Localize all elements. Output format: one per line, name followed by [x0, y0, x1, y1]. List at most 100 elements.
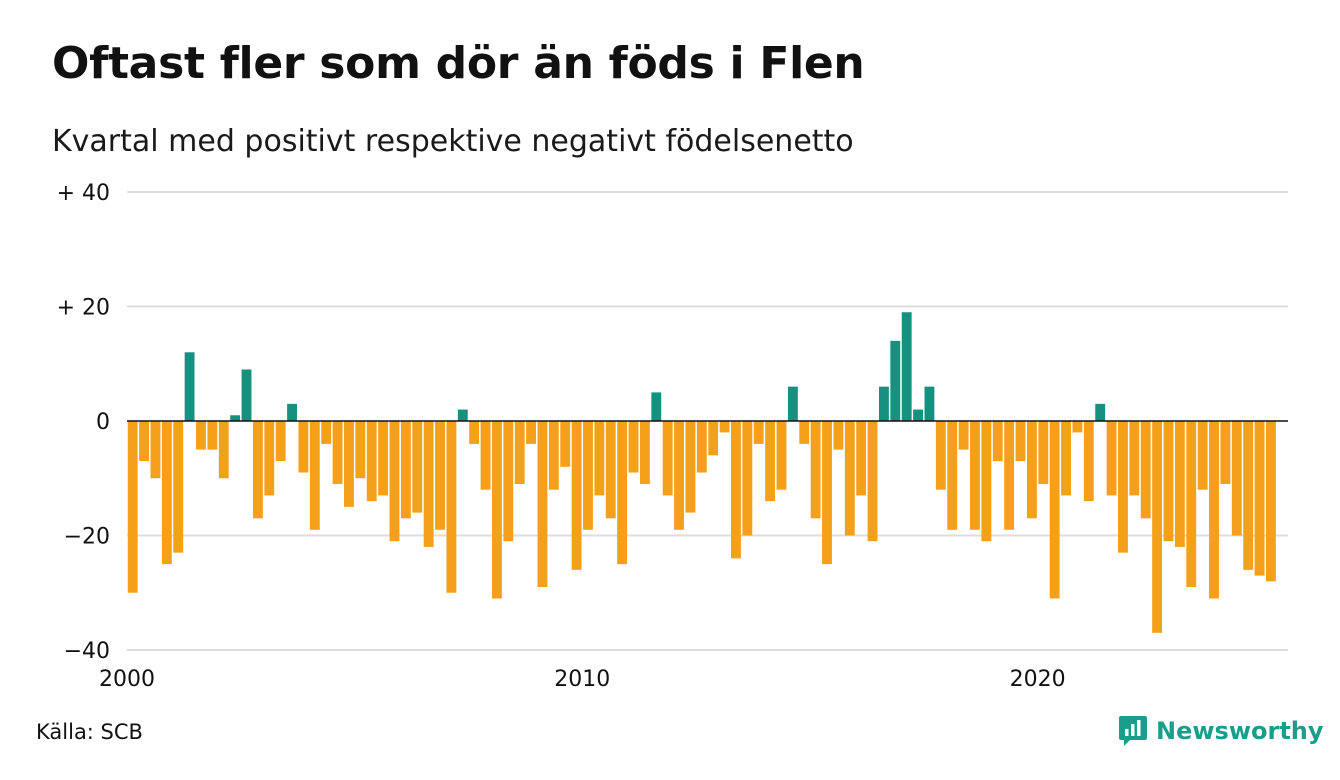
bar: 2007 Q1: -30: [446, 421, 457, 593]
bar: 2024 Q2: -20: [1231, 421, 1242, 536]
bar: 2012 Q1: -19: [674, 421, 684, 530]
bar: 2022 Q2: -17: [1140, 421, 1151, 519]
bar: 2003 Q2: -7: [275, 421, 286, 462]
bar: 2007 Q3: -4: [469, 421, 480, 444]
bar: 2014 Q2: -12: [776, 421, 787, 490]
bar: 2011 Q1: -9: [628, 421, 639, 473]
bar: 2016 Q2: -21: [867, 421, 878, 542]
bar: 2020 Q1: -11: [1038, 421, 1049, 484]
bar: 2019 Q3: -7: [1015, 421, 1026, 462]
bar: 2015 Q3: -5: [833, 421, 844, 450]
bar: 2022 Q4: -21: [1163, 421, 1174, 542]
bar: 2016 Q4: 14: [890, 340, 901, 421]
x-tick-label: 2020: [1010, 667, 1066, 692]
bar: 2024 Q3: -26: [1243, 421, 1254, 570]
axis-layer: + 40 + 20 0 −20 −40 2000 2010 2020: [57, 181, 1288, 692]
bar: 2020 Q4: -2: [1072, 421, 1083, 433]
bar: 2001 Q3: -5: [196, 421, 206, 450]
chart-subtitle: Kvartal med positivt respektive negativt…: [52, 124, 854, 159]
bar: 2002 Q2: 1: [230, 415, 241, 421]
bar: 2023 Q2: -29: [1186, 421, 1197, 588]
bar: 2004 Q4: -15: [344, 421, 354, 507]
bar: 2019 Q1: -7: [992, 421, 1003, 462]
bar: 2019 Q4: -17: [1026, 421, 1037, 519]
bar: 2003 Q4: -9: [298, 421, 309, 473]
y-tick-label: −20: [64, 525, 110, 550]
bar: 2013 Q3: -20: [742, 421, 753, 536]
bar: 2017 Q1: 19: [901, 312, 912, 421]
bar: 2018 Q1: -19: [947, 421, 958, 530]
bar: 2007 Q2: 2: [457, 409, 468, 421]
bar: 2015 Q1: -17: [810, 421, 821, 519]
bar: 2010 Q2: -13: [594, 421, 605, 496]
bar: 2000 Q4: -25: [161, 421, 172, 565]
bar: 2003 Q1: -13: [264, 421, 275, 496]
bar: 2000 Q1: -30: [127, 421, 138, 593]
bar: 2012 Q4: -6: [708, 421, 719, 456]
bar: 2023 Q3: -12: [1197, 421, 1208, 490]
bar: 2001 Q1: -23: [173, 421, 184, 553]
bar: 2016 Q3: 6: [878, 386, 889, 421]
bar: 2017 Q4: -12: [935, 421, 946, 490]
brand-logo[interactable]: Newsworthy: [1118, 712, 1324, 750]
bar: 2008 Q3: -11: [514, 421, 525, 484]
chart-title: Oftast fler som dör än föds i Flen: [52, 38, 865, 89]
bar: 2002 Q1: -10: [218, 421, 229, 479]
bar: 2013 Q2: -24: [731, 421, 741, 559]
y-tick-label: −40: [64, 639, 110, 664]
bar: 2005 Q4: -21: [389, 421, 400, 542]
bar: 2011 Q3: 5: [651, 392, 662, 422]
bar: 2011 Q2: -11: [639, 421, 650, 484]
y-tick-label: + 40: [57, 181, 110, 206]
bar: 2017 Q2: 2: [913, 409, 924, 421]
bar: 2006 Q4: -19: [435, 421, 445, 530]
bar: 2008 Q4: -4: [526, 421, 537, 444]
bar: 2007 Q4: -12: [480, 421, 491, 490]
bar: 2023 Q4: -31: [1209, 421, 1219, 599]
bar: 2019 Q2: -19: [1004, 421, 1015, 530]
bar: 2021 Q2: 3: [1095, 403, 1106, 421]
bar: 2021 Q3: -13: [1106, 421, 1117, 496]
bar: 2009 Q1: -29: [537, 421, 548, 588]
bar: 2005 Q3: -13: [378, 421, 389, 496]
bar: 2005 Q1: -10: [355, 421, 366, 479]
bar: 2009 Q3: -8: [560, 421, 571, 467]
y-tick-label: + 20: [57, 296, 110, 321]
bar: 2000 Q2: -7: [139, 421, 150, 462]
bar: 2013 Q1: -2: [719, 421, 730, 433]
bar-layer: 2000 Q1: -302000 Q2: -72000 Q3: -102000 …: [127, 312, 1276, 633]
bar: 2009 Q4: -26: [571, 421, 582, 570]
bar: 2003 Q3: 3: [287, 403, 297, 421]
bar: 2022 Q1: -13: [1129, 421, 1140, 496]
newsworthy-logo-icon: [1119, 716, 1147, 746]
bar: 2018 Q2: -5: [958, 421, 969, 450]
bar: 2024 Q4: -27: [1254, 421, 1265, 576]
bar: 2025 Q1: -28: [1265, 421, 1276, 582]
bar: 2012 Q2: -16: [685, 421, 696, 513]
bar: 2014 Q1: -14: [765, 421, 776, 502]
bar: 2020 Q2: -31: [1049, 421, 1060, 599]
bar: 2021 Q4: -23: [1118, 421, 1128, 553]
bar: 2018 Q4: -21: [981, 421, 992, 542]
bar: 2011 Q4: -13: [662, 421, 673, 496]
bar: 2008 Q2: -21: [503, 421, 514, 542]
brand-name: Newsworthy: [1156, 717, 1324, 745]
bar: 2010 Q1: -19: [583, 421, 593, 530]
y-tick-label: 0: [96, 410, 110, 435]
bar: 2002 Q3: 9: [241, 369, 252, 421]
bar: 2005 Q2: -14: [366, 421, 377, 502]
bar: 2001 Q4: -5: [207, 421, 218, 450]
bar: 2008 Q1: -31: [491, 421, 502, 599]
bar: 2013 Q4: -4: [753, 421, 764, 444]
bar: 2023 Q1: -22: [1174, 421, 1185, 547]
bar: 2006 Q2: -16: [412, 421, 423, 513]
bar: 2017 Q3: 6: [924, 386, 935, 421]
bar: 2015 Q4: -20: [844, 421, 855, 536]
bar: 2006 Q1: -17: [400, 421, 411, 519]
bar: 2014 Q3: 6: [787, 386, 798, 421]
bar: 2010 Q3: -17: [605, 421, 616, 519]
bar: 2004 Q2: -4: [321, 421, 332, 444]
bar: 2009 Q2: -12: [548, 421, 559, 490]
bar: 2010 Q4: -25: [617, 421, 628, 565]
